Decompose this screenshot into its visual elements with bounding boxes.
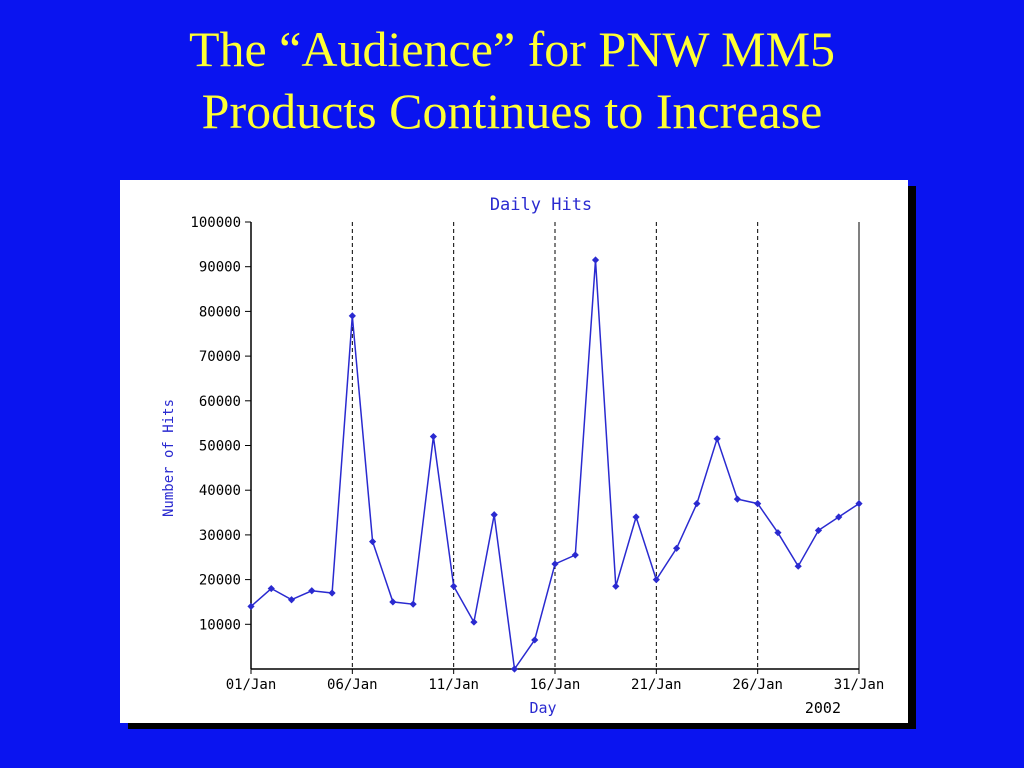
data-point: [754, 500, 762, 508]
data-point: [348, 312, 356, 320]
x-tick-label: 06/Jan: [327, 677, 378, 693]
series-layer: [247, 256, 863, 673]
slide-title-line-1: The “Audience” for PNW MM5: [188, 21, 836, 77]
data-point: [855, 500, 863, 508]
y-tick-label: 30000: [199, 528, 241, 544]
data-point: [835, 513, 843, 521]
y-tick-label: 70000: [199, 349, 241, 365]
x-tick-label: 31/Jan: [834, 677, 885, 693]
y-tick-label: 20000: [199, 573, 241, 589]
x-tick-label: 11/Jan: [428, 677, 479, 693]
y-tick-label: 40000: [199, 483, 241, 499]
data-point: [267, 584, 275, 593]
data-point: [794, 562, 802, 570]
y-tick-label: 60000: [199, 394, 241, 410]
x-tick-label: 01/Jan: [226, 677, 277, 693]
data-point: [632, 513, 640, 521]
data-point: [409, 600, 417, 608]
data-point: [490, 511, 498, 519]
y-tick-label: 10000: [199, 617, 241, 633]
y-tick-label: 50000: [199, 439, 241, 455]
data-point: [429, 432, 437, 441]
data-point: [450, 582, 458, 590]
data-point: [733, 495, 741, 503]
data-point: [673, 544, 681, 552]
data-point: [510, 665, 519, 673]
data-point: [308, 587, 316, 595]
data-point: [531, 636, 539, 644]
data-point: [470, 618, 478, 626]
y-axis-label: Number of Hits: [161, 399, 177, 517]
x-tick-label: 26/Jan: [732, 677, 783, 693]
x-tick-label: 16/Jan: [530, 677, 581, 693]
data-point: [287, 596, 296, 604]
x-tick-label: 21/Jan: [631, 677, 682, 693]
data-point: [389, 598, 397, 606]
data-point: [652, 576, 660, 584]
x-axis-label: Day: [529, 699, 556, 717]
slide-title: The “Audience” for PNW MM5 Products Cont…: [0, 18, 1024, 142]
data-point: [713, 435, 721, 443]
daily-hits-chart: Daily Hits Number of Hits Day 2002 01/Ja…: [161, 195, 884, 717]
data-point: [328, 589, 336, 597]
data-point: [612, 582, 620, 590]
y-tick-label: 80000: [199, 304, 241, 320]
chart-title: Daily Hits: [490, 195, 592, 215]
data-point: [551, 560, 559, 568]
chart-panel: Daily Hits Number of Hits Day 2002 01/Ja…: [120, 180, 908, 723]
y-tick-label: 90000: [199, 260, 241, 276]
data-point: [591, 256, 600, 264]
data-point: [774, 529, 782, 537]
data-point: [814, 526, 823, 535]
axis-layer: 01/Jan 06/Jan 11/Jan 16/Jan 21/Jan 26/Jan 31/J…: [190, 215, 884, 693]
y-tick-label: 100000: [190, 215, 241, 231]
data-point: [693, 500, 701, 508]
data-point: [571, 551, 579, 559]
grid-layer: [351, 222, 759, 669]
slide-title-line-2: Products Continues to Increase: [201, 83, 823, 139]
data-point: [247, 602, 255, 611]
year-label: 2002: [805, 699, 841, 717]
data-point: [369, 538, 377, 546]
